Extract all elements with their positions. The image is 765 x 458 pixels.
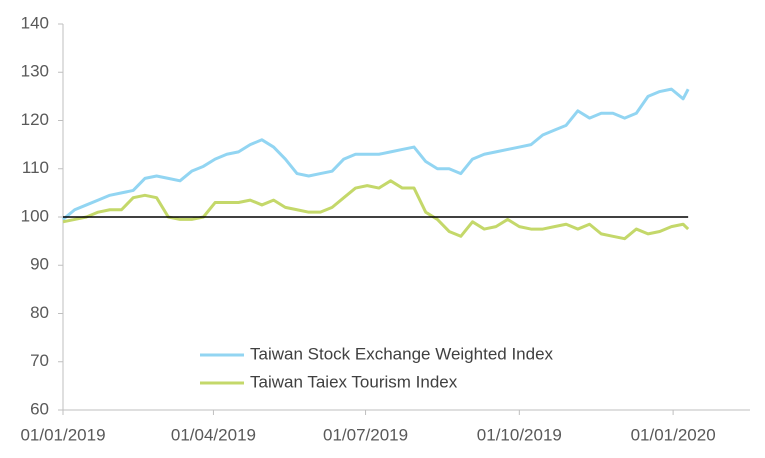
x-tick-label: 01/01/2019 [20,425,105,444]
y-tick-label: 90 [30,255,49,274]
x-tick-label: 01/04/2019 [171,425,256,444]
y-tick-label: 100 [21,206,49,225]
x-tick-label: 01/01/2020 [631,425,716,444]
y-tick-label: 70 [30,351,49,370]
y-tick-label: 130 [21,62,49,81]
y-tick-label: 120 [21,110,49,129]
y-tick-label: 140 [21,13,49,32]
x-tick-label: 01/07/2019 [323,425,408,444]
series-line [62,87,690,221]
x-tick-label: 01/10/2019 [477,425,562,444]
y-tick-label: 60 [30,399,49,418]
y-tick-label: 80 [30,303,49,322]
y-tick-label: 110 [22,158,49,177]
series-line [62,179,690,241]
legend-label: Taiwan Stock Exchange Weighted Index [250,344,554,363]
legend-label: Taiwan Taiex Tourism Index [250,372,458,391]
